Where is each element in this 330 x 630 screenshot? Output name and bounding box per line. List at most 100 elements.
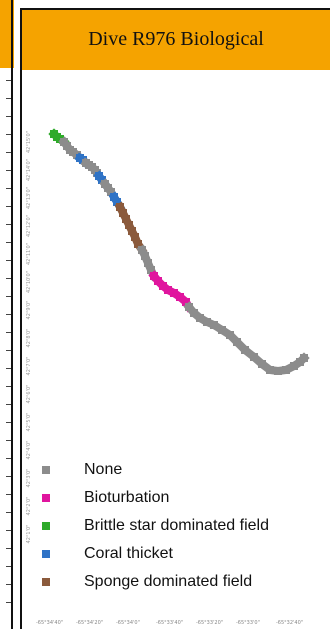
latitude-label: 42°7'0" xyxy=(26,357,32,376)
track-point xyxy=(300,354,308,362)
adjacent-grid-tick xyxy=(6,80,11,81)
adjacent-grid-tick xyxy=(6,566,11,567)
longitude-label: -65°34'40" xyxy=(36,620,64,626)
longitude-labels: -65°34'40" -65°34'20" -65°34'0" -65°33'40" -… xyxy=(36,620,330,630)
latitude-label: 42°2'0" xyxy=(26,497,32,516)
adjacent-grid-tick xyxy=(6,296,11,297)
latitude-label: 42°15'0" xyxy=(26,131,32,153)
track-point xyxy=(131,233,139,241)
track-point xyxy=(150,272,158,280)
latitude-label: 42°13'0" xyxy=(26,187,32,209)
adjacent-grid-tick xyxy=(6,440,11,441)
track-point xyxy=(258,360,266,368)
adjacent-grid-tick xyxy=(6,476,11,477)
adjacent-grid-tick xyxy=(6,188,11,189)
track-point xyxy=(190,309,198,317)
map-panel: Dive R976 Biological 42°15'0" 42°14'0" 42°… xyxy=(20,8,330,629)
adjacent-grid-tick xyxy=(6,602,11,603)
longitude-label: -65°34'20" xyxy=(76,620,104,626)
track-point xyxy=(182,298,190,306)
track-point xyxy=(107,188,115,196)
latitude-label: 42°11'0" xyxy=(26,243,32,265)
track-point xyxy=(154,277,162,285)
latitude-label: 42°10'0" xyxy=(26,271,32,293)
track-point xyxy=(134,240,142,248)
adjacent-panel-border xyxy=(11,0,13,629)
track-point xyxy=(250,353,258,361)
legend-label-brittle-star: Brittle star dominated field xyxy=(84,517,269,534)
adjacent-grid-tick xyxy=(6,458,11,459)
track-point xyxy=(164,286,172,294)
track-point xyxy=(233,338,241,346)
legend-swatch-brittle-star xyxy=(42,522,50,530)
adjacent-panel-header xyxy=(0,0,14,68)
adjacent-grid-tick xyxy=(6,260,11,261)
legend-label-bioturbation: Bioturbation xyxy=(84,489,170,506)
track-point xyxy=(110,193,118,201)
latitude-label: 42°1'0" xyxy=(26,525,32,544)
track-point xyxy=(170,289,178,297)
adjacent-grid-tick xyxy=(6,530,11,531)
longitude-label: -65°33'20" xyxy=(196,620,224,626)
latitude-label: 42°8'0" xyxy=(26,329,32,348)
track-point xyxy=(176,293,184,301)
latitude-label: 42°9'0" xyxy=(26,301,32,320)
legend-swatch-sponge xyxy=(42,578,50,586)
track-point xyxy=(159,282,167,290)
track-point xyxy=(122,215,130,223)
adjacent-grid-tick xyxy=(6,116,11,117)
adjacent-grid-tick xyxy=(6,98,11,99)
track-point xyxy=(138,246,146,254)
latitude-label: 42°6'0" xyxy=(26,385,32,404)
map-title: Dive R976 Biological xyxy=(88,28,264,50)
track-point xyxy=(147,266,155,274)
adjacent-grid-tick xyxy=(6,512,11,513)
track-point xyxy=(226,331,234,339)
track-point xyxy=(125,221,133,229)
track-point xyxy=(116,203,124,211)
adjacent-grid-tick xyxy=(6,242,11,243)
adjacent-grid-tick xyxy=(6,422,11,423)
track-point xyxy=(274,367,282,375)
track-point xyxy=(218,326,226,334)
adjacent-grid-tick xyxy=(6,494,11,495)
track-segment xyxy=(183,301,310,375)
track-point xyxy=(185,303,193,311)
longitude-label: -65°33'40" xyxy=(156,620,184,626)
adjacent-grid-tick xyxy=(6,332,11,333)
legend-label-coral-thicket: Coral thicket xyxy=(84,545,173,562)
latitude-label: 42°12'0" xyxy=(26,215,32,237)
latitude-label: 42°4'0" xyxy=(26,441,32,460)
track-point xyxy=(113,198,121,206)
legend-label-sponge: Sponge dominated field xyxy=(84,573,253,590)
adjacent-panel-edge xyxy=(0,0,17,629)
legend-swatch-none xyxy=(42,466,50,474)
latitude-label: 42°14'0" xyxy=(26,159,32,181)
longitude-label: -65°33'0" xyxy=(236,620,260,626)
track-point xyxy=(266,366,274,374)
adjacent-grid-tick xyxy=(6,548,11,549)
adjacent-grid-tick xyxy=(6,584,11,585)
map-header: Dive R976 Biological xyxy=(22,8,330,70)
map-area: 42°15'0" 42°14'0" 42°13'0" 42°12'0" 42°11'0"… xyxy=(22,70,330,629)
adjacent-grid-tick xyxy=(6,404,11,405)
track-point xyxy=(144,259,152,267)
legend-swatch-coral-thicket xyxy=(42,550,50,558)
adjacent-grid-tick xyxy=(6,368,11,369)
longitude-label: -65°32'40" xyxy=(276,620,304,626)
track-point xyxy=(119,209,127,217)
track-point xyxy=(290,362,298,370)
track-point xyxy=(128,227,136,235)
adjacent-grid-tick xyxy=(6,134,11,135)
adjacent-grid-tick xyxy=(6,152,11,153)
adjacent-grid-tick xyxy=(6,224,11,225)
longitude-label: -65°34'0" xyxy=(116,620,140,626)
track-point xyxy=(203,318,211,326)
track-point xyxy=(210,321,218,329)
adjacent-grid-tick xyxy=(6,170,11,171)
adjacent-grid-tick xyxy=(6,386,11,387)
adjacent-grid-tick xyxy=(6,278,11,279)
track-point xyxy=(196,314,204,322)
latitude-label: 42°5'0" xyxy=(26,413,32,432)
adjacent-grid-tick xyxy=(6,206,11,207)
